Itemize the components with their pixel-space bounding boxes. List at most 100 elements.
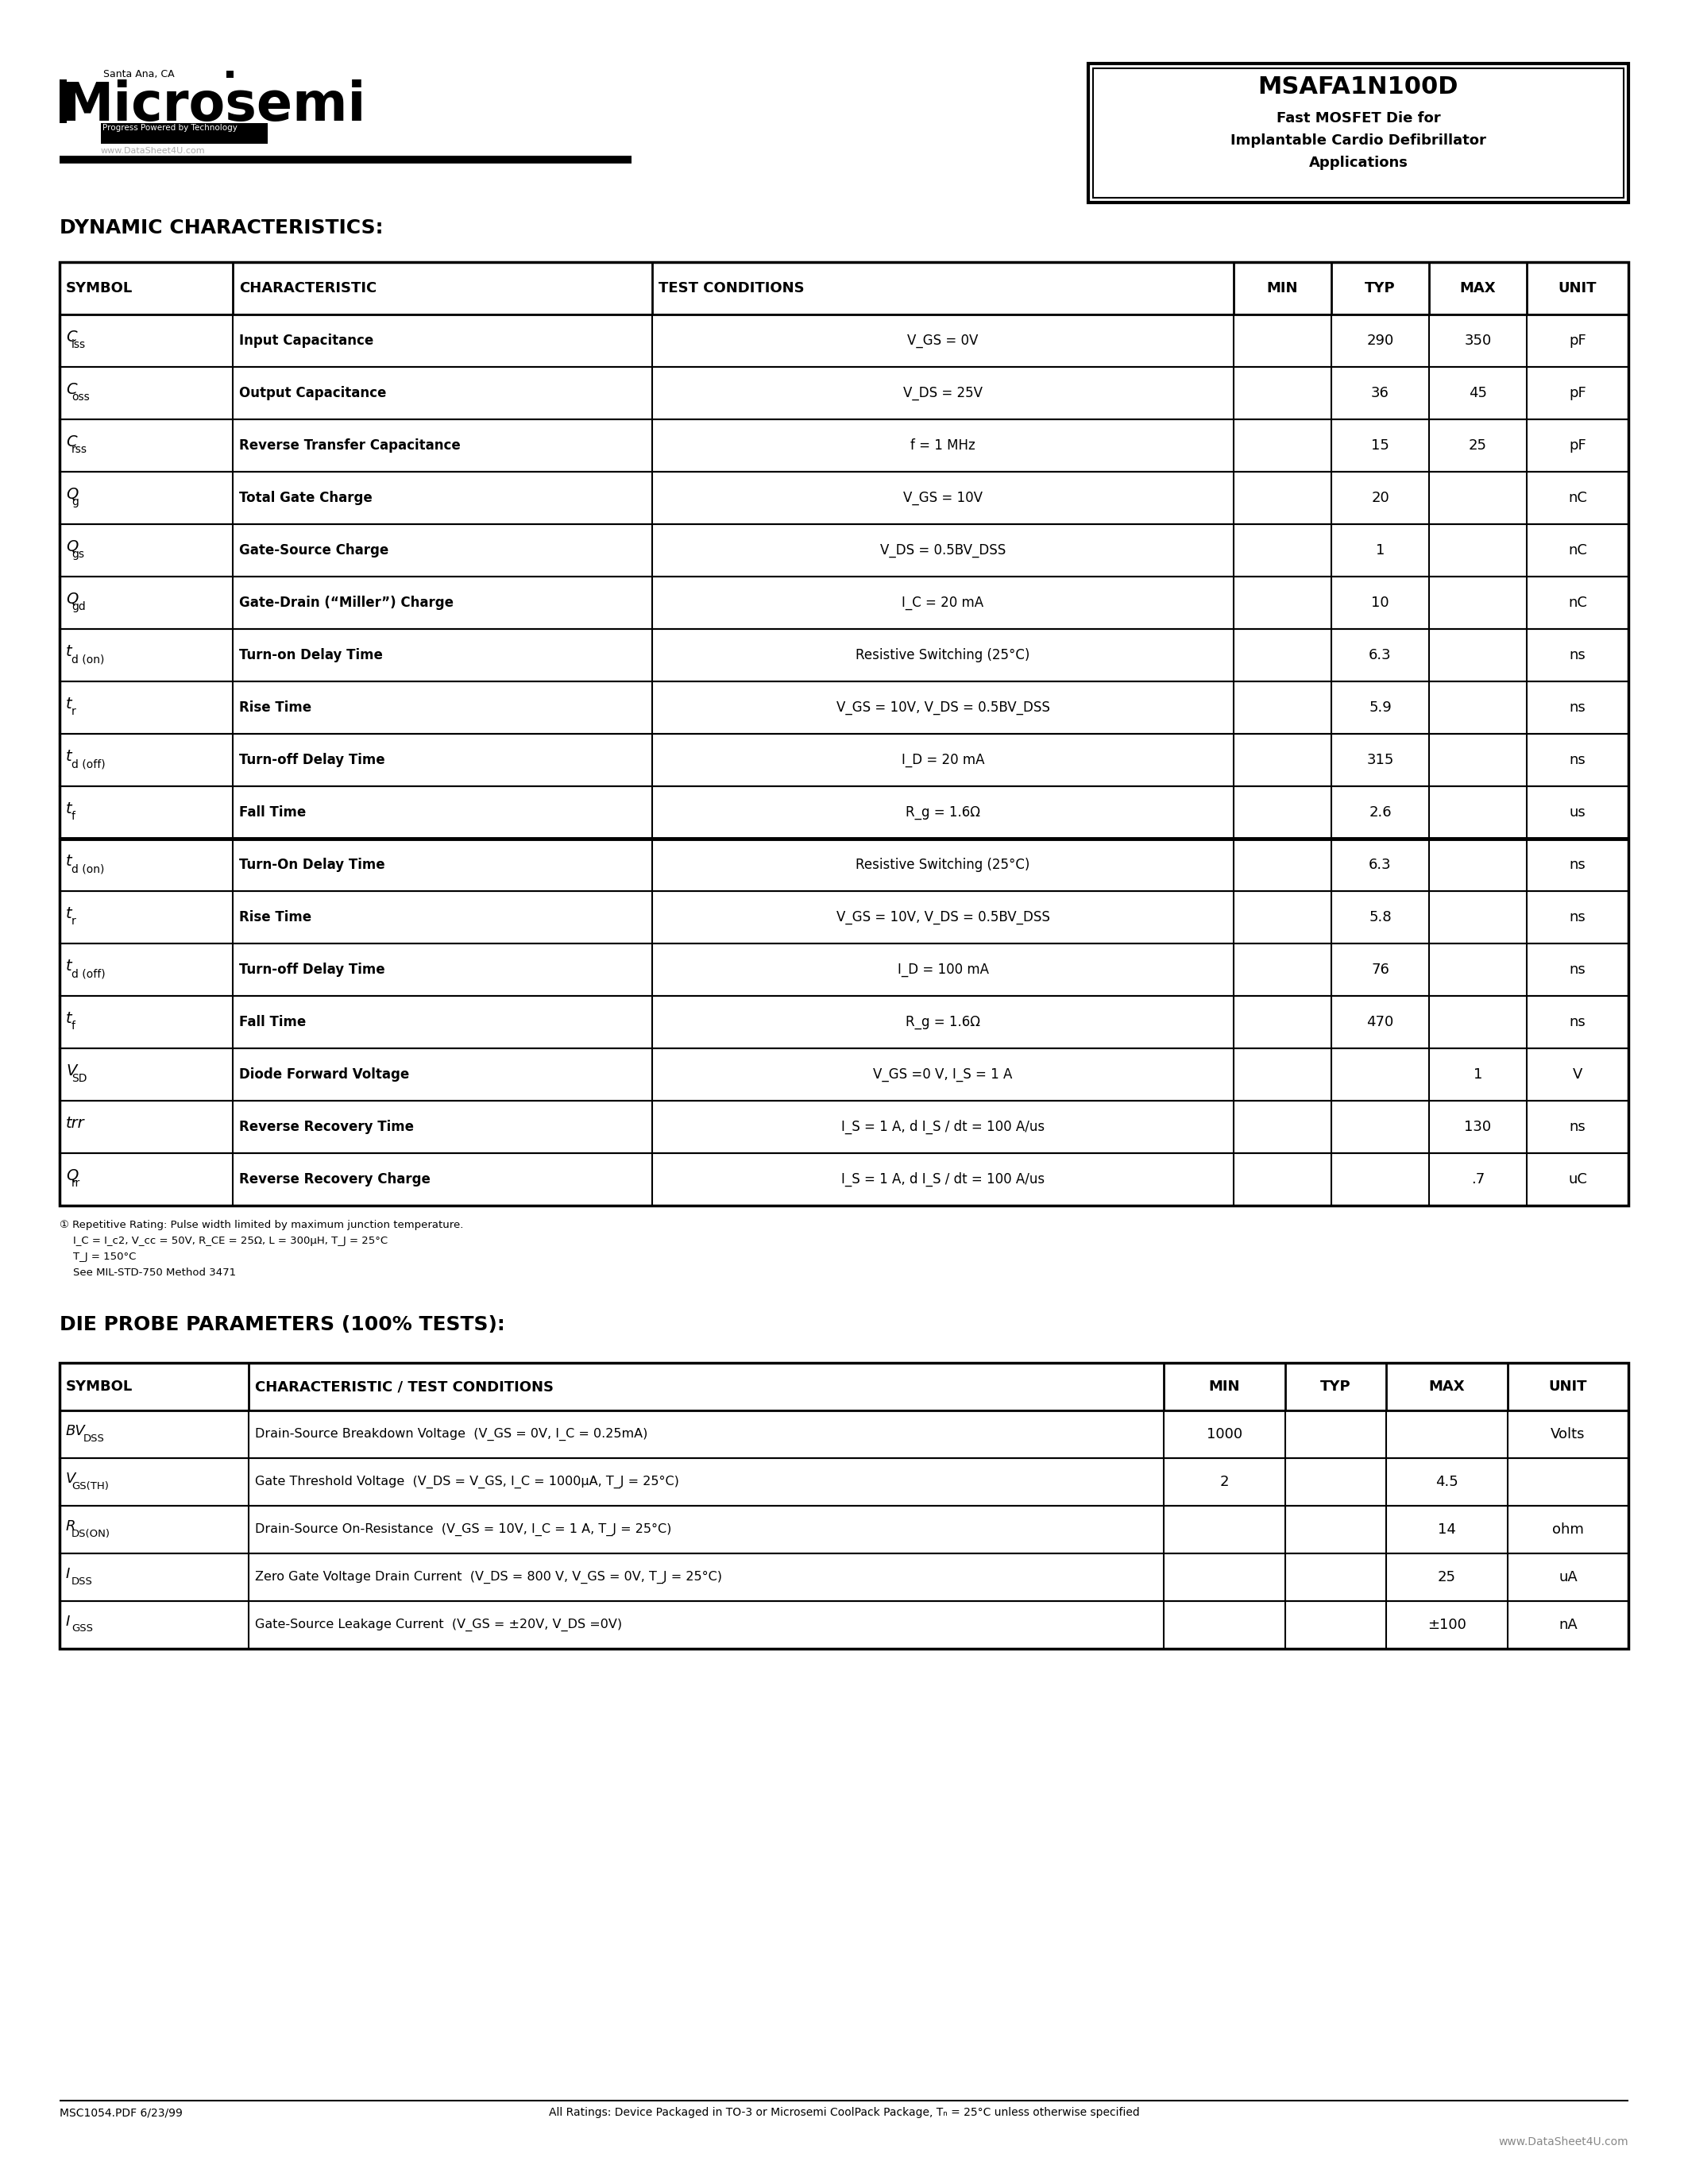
Text: V: V <box>66 1064 76 1079</box>
Bar <box>59 1601 1629 1649</box>
Bar <box>59 629 1629 681</box>
Text: t: t <box>66 906 73 922</box>
Text: 2: 2 <box>1220 1474 1229 1489</box>
Bar <box>59 367 1629 419</box>
Text: Output Capacitance: Output Capacitance <box>240 387 387 400</box>
Text: ns: ns <box>1570 701 1585 714</box>
Bar <box>59 1101 1629 1153</box>
Bar <box>59 79 68 122</box>
Text: Fast MOSFET Die for: Fast MOSFET Die for <box>1276 111 1440 124</box>
Text: .7: .7 <box>1470 1173 1485 1186</box>
Text: Applications: Applications <box>1308 155 1408 170</box>
Text: 470: 470 <box>1367 1016 1394 1029</box>
Text: Volts: Volts <box>1551 1426 1585 1441</box>
Text: ① Repetitive Rating: Pulse width limited by maximum junction temperature.: ① Repetitive Rating: Pulse width limited… <box>59 1221 464 1230</box>
Text: See MIL-STD-750 Method 3471: See MIL-STD-750 Method 3471 <box>59 1267 236 1278</box>
Text: nC: nC <box>1568 544 1587 557</box>
Text: ohm: ohm <box>1553 1522 1583 1538</box>
Text: f = 1 MHz: f = 1 MHz <box>910 439 976 452</box>
Text: 2.6: 2.6 <box>1369 806 1391 819</box>
Text: V_GS = 10V, V_DS = 0.5BV_DSS: V_GS = 10V, V_DS = 0.5BV_DSS <box>836 911 1050 924</box>
Text: BV: BV <box>66 1424 86 1439</box>
Bar <box>59 419 1629 472</box>
Text: Santa Ana, CA: Santa Ana, CA <box>103 70 174 79</box>
Bar <box>59 1411 1629 1459</box>
Text: 5.9: 5.9 <box>1369 701 1391 714</box>
Text: 130: 130 <box>1465 1120 1492 1133</box>
Text: 25: 25 <box>1469 439 1487 452</box>
Text: GSS: GSS <box>71 1623 93 1634</box>
Text: Resistive Switching (25°C): Resistive Switching (25°C) <box>856 649 1030 662</box>
Text: 5.8: 5.8 <box>1369 911 1391 924</box>
Text: ns: ns <box>1570 963 1585 976</box>
Bar <box>1094 68 1624 199</box>
Text: Rise Time: Rise Time <box>240 701 312 714</box>
Text: 14: 14 <box>1438 1522 1457 1538</box>
Text: 10: 10 <box>1371 596 1389 609</box>
Text: pF: pF <box>1568 387 1587 400</box>
Text: CHARACTERISTIC / TEST CONDITIONS: CHARACTERISTIC / TEST CONDITIONS <box>255 1380 554 1393</box>
Text: I_S = 1 A, d I_S / dt = 100 A/us: I_S = 1 A, d I_S / dt = 100 A/us <box>841 1173 1045 1186</box>
Text: 15: 15 <box>1371 439 1389 452</box>
Text: 1: 1 <box>1376 544 1384 557</box>
Bar <box>1089 63 1629 203</box>
Text: Drain-Source On-Resistance  (V_GS = 10V, I_C = 1 A, T_J = 25°C): Drain-Source On-Resistance (V_GS = 10V, … <box>255 1522 672 1535</box>
Text: DIE PROBE PARAMETERS (100% TESTS):: DIE PROBE PARAMETERS (100% TESTS): <box>59 1315 505 1334</box>
Bar <box>59 786 1629 839</box>
Text: MIN: MIN <box>1266 282 1298 295</box>
Bar <box>59 262 1629 314</box>
Text: ns: ns <box>1570 911 1585 924</box>
Text: rr: rr <box>71 1177 81 1188</box>
Text: TYP: TYP <box>1366 282 1396 295</box>
Text: uA: uA <box>1558 1570 1578 1583</box>
Text: I_C = I_c2, V_cc = 50V, R_CE = 25Ω, L = 300μH, T_J = 25°C: I_C = I_c2, V_cc = 50V, R_CE = 25Ω, L = … <box>59 1236 388 1247</box>
Bar <box>59 1505 1629 1553</box>
Text: 1: 1 <box>1474 1068 1482 1081</box>
Text: CHARACTERISTIC: CHARACTERISTIC <box>240 282 376 295</box>
Text: g: g <box>71 496 79 507</box>
Text: Reverse Transfer Capacitance: Reverse Transfer Capacitance <box>240 439 461 452</box>
Text: DYNAMIC CHARACTERISTICS:: DYNAMIC CHARACTERISTICS: <box>59 218 383 238</box>
Text: UNIT: UNIT <box>1558 282 1597 295</box>
Text: t: t <box>66 959 73 974</box>
Text: nA: nA <box>1558 1618 1578 1631</box>
Bar <box>59 262 1629 1206</box>
Text: MAX: MAX <box>1428 1380 1465 1393</box>
Text: Gate-Drain (“Miller”) Charge: Gate-Drain (“Miller”) Charge <box>240 596 454 609</box>
Text: ±100: ±100 <box>1428 1618 1467 1631</box>
Text: I_C = 20 mA: I_C = 20 mA <box>901 596 984 609</box>
Text: nC: nC <box>1568 596 1587 609</box>
Text: I_D = 20 mA: I_D = 20 mA <box>901 753 984 767</box>
Bar <box>101 122 268 144</box>
Text: V_GS = 10V, V_DS = 0.5BV_DSS: V_GS = 10V, V_DS = 0.5BV_DSS <box>836 701 1050 714</box>
Text: Implantable Cardio Defibrillator: Implantable Cardio Defibrillator <box>1231 133 1485 149</box>
Text: Turn-off Delay Time: Turn-off Delay Time <box>240 753 385 767</box>
Text: V_GS = 10V: V_GS = 10V <box>903 491 982 505</box>
Bar <box>59 577 1629 629</box>
Text: 1000: 1000 <box>1207 1426 1242 1441</box>
Text: Gate-Source Leakage Current  (V_GS = ±20V, V_DS =0V): Gate-Source Leakage Current (V_GS = ±20V… <box>255 1618 623 1631</box>
Text: trr: trr <box>66 1116 84 1131</box>
Bar <box>59 681 1629 734</box>
Text: Total Gate Charge: Total Gate Charge <box>240 491 373 505</box>
Text: pF: pF <box>1568 439 1587 452</box>
Text: DS(ON): DS(ON) <box>71 1529 110 1540</box>
Text: d (on): d (on) <box>71 653 105 664</box>
Text: r: r <box>71 705 76 716</box>
Text: V_GS = 0V: V_GS = 0V <box>908 334 979 347</box>
Text: V_DS = 0.5BV_DSS: V_DS = 0.5BV_DSS <box>879 544 1006 557</box>
Text: TYP: TYP <box>1320 1380 1350 1393</box>
Text: 315: 315 <box>1367 753 1394 767</box>
Text: C: C <box>66 330 76 345</box>
Text: uC: uC <box>1568 1173 1587 1186</box>
Text: I_S = 1 A, d I_S / dt = 100 A/us: I_S = 1 A, d I_S / dt = 100 A/us <box>841 1120 1045 1133</box>
Text: V_DS = 25V: V_DS = 25V <box>903 387 982 400</box>
Text: SYMBOL: SYMBOL <box>66 282 133 295</box>
Text: t: t <box>66 749 73 764</box>
Text: pF: pF <box>1568 334 1587 347</box>
Text: Turn-off Delay Time: Turn-off Delay Time <box>240 963 385 976</box>
Text: Gate-Source Charge: Gate-Source Charge <box>240 544 388 557</box>
Text: Fall Time: Fall Time <box>240 1016 306 1029</box>
Text: MAX: MAX <box>1460 282 1496 295</box>
Text: Q: Q <box>66 1168 78 1184</box>
